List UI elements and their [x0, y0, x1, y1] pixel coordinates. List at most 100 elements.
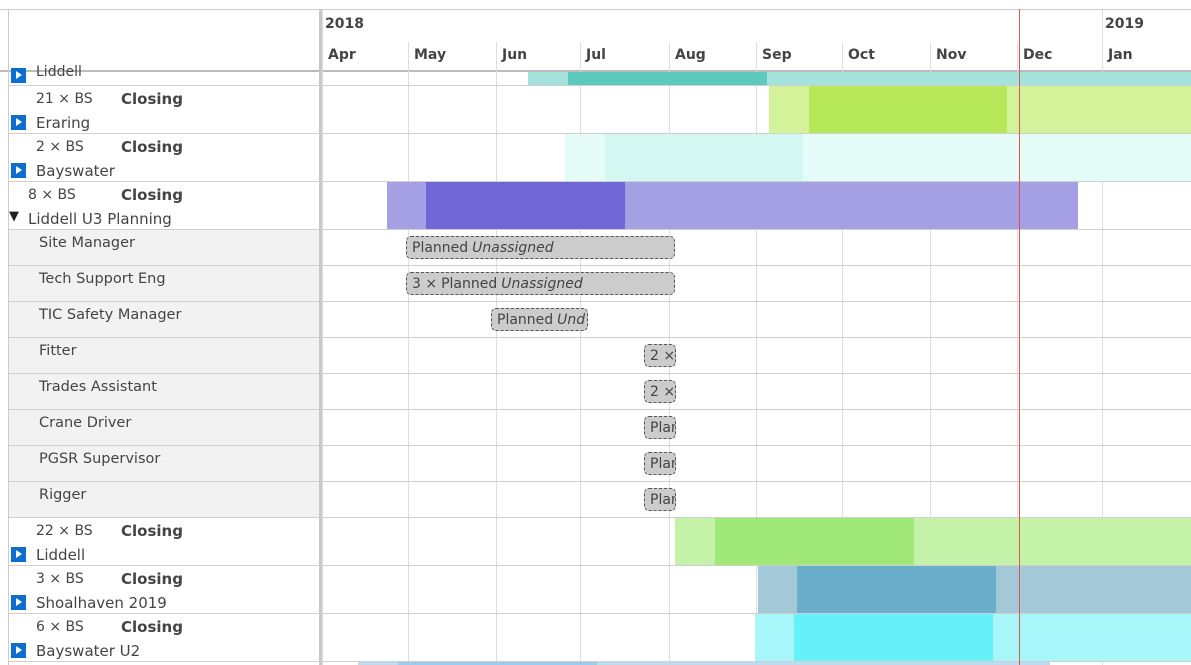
role-bg: [9, 230, 319, 266]
row-line: [9, 337, 1191, 338]
month-line: [1102, 42, 1103, 665]
role-name: Trades Assistant: [39, 379, 157, 395]
group-name: Liddell: [36, 546, 86, 564]
bar-core: [794, 614, 993, 662]
bar-status: Planned: [497, 312, 554, 328]
role-bar[interactable]: 2 ×: [644, 380, 676, 403]
row-line: [9, 265, 1191, 266]
month-label: Nov: [936, 47, 967, 63]
expand-icon[interactable]: [11, 547, 26, 562]
role-bg: [9, 338, 319, 374]
row-line: [9, 133, 1191, 134]
expand-icon[interactable]: [11, 115, 26, 130]
month-line: [322, 42, 323, 665]
header-border: [0, 9, 1191, 10]
row-line: [9, 85, 1191, 86]
bar-tail: [1007, 86, 1191, 134]
bar-tail: [803, 134, 1191, 182]
bar-assignee: Unassigned: [501, 276, 583, 292]
role-bg: [9, 482, 319, 518]
role-bg: [9, 266, 319, 302]
bar-tail: [625, 182, 1078, 230]
header-bottom: [0, 70, 1191, 72]
count: 2 × BS: [36, 139, 84, 155]
count: 6 × BS: [36, 619, 84, 635]
month-line: [842, 42, 843, 665]
expand-icon[interactable]: [11, 595, 26, 610]
bar-status: Plan: [650, 492, 675, 508]
bar-core: [605, 134, 803, 182]
status: Closing: [121, 570, 183, 588]
bar-lead: [528, 72, 568, 86]
role-bg: [9, 410, 319, 446]
role-bg: [9, 302, 319, 338]
role-bar[interactable]: Plan: [644, 452, 676, 475]
year-label: 2019: [1105, 16, 1144, 32]
bar-status: Plan: [650, 456, 675, 472]
row-line: [9, 565, 1191, 566]
year-label: 2018: [325, 16, 364, 32]
month-label: Apr: [328, 47, 356, 63]
month-line: [408, 42, 409, 665]
month-line: [756, 42, 757, 665]
bar-tail: [597, 662, 1050, 665]
bar-core: [809, 86, 1007, 134]
month-line: [580, 42, 581, 665]
role-name: Rigger: [39, 487, 87, 503]
left-edge: [8, 9, 9, 665]
count: 3 × BS: [36, 571, 84, 587]
row-line: [9, 517, 1191, 518]
row-line: [9, 181, 1191, 182]
bar-prefix: 2 ×: [650, 348, 676, 364]
bar-prefix: 3 ×: [412, 276, 438, 292]
role-bg: [9, 374, 319, 410]
group-name: Liddell U3 Planning: [28, 210, 172, 228]
expand-icon[interactable]: [11, 643, 26, 658]
row-line: [9, 445, 1191, 446]
month-label: May: [414, 47, 447, 63]
month-label: Dec: [1023, 47, 1053, 63]
role-bg: [9, 446, 319, 482]
month-label: Sep: [762, 47, 792, 63]
role-bar[interactable]: Plan: [644, 416, 676, 439]
role-bar[interactable]: 2 ×: [644, 344, 676, 367]
month-line: [930, 42, 931, 665]
bar-lead: [755, 614, 794, 662]
bar-prefix: 2 ×: [650, 384, 676, 400]
year-line: [322, 9, 323, 71]
month-label: Jul: [586, 47, 606, 63]
role-name: Fitter: [39, 343, 77, 359]
expand-icon[interactable]: [11, 68, 26, 83]
bar-lead: [769, 86, 809, 134]
role-bar[interactable]: Planned Unassigned: [406, 236, 675, 259]
group-name: Bayswater U2: [36, 642, 141, 660]
role-name: PGSR Supervisor: [39, 451, 161, 467]
row-name: Liddell: [36, 64, 82, 80]
row-line: [9, 301, 1191, 302]
status: Closing: [121, 522, 183, 540]
role-bar[interactable]: Planned Und: [491, 308, 588, 331]
role-bar[interactable]: 3 × Planned Unassigned: [406, 272, 675, 295]
month-line: [1017, 42, 1018, 665]
today-line: [1019, 9, 1020, 665]
expand-icon[interactable]: [11, 163, 26, 178]
row-line: [9, 613, 1191, 614]
group-name: Shoalhaven 2019: [36, 594, 167, 612]
bar-core: [568, 72, 767, 86]
collapse-icon[interactable]: ▼: [9, 209, 19, 224]
bar-tail: [914, 518, 1191, 566]
role-bar[interactable]: Plan: [644, 488, 676, 511]
row-line: [9, 481, 1191, 482]
bar-tail: [767, 72, 1191, 86]
bar-assignee: Und: [557, 312, 586, 328]
bar-status: Planned: [441, 276, 498, 292]
bar-assignee: Unassigned: [472, 240, 554, 256]
bar-tail: [993, 614, 1191, 662]
month-label: Oct: [848, 47, 875, 63]
bar-lead: [565, 134, 605, 182]
bar-core: [797, 566, 996, 614]
count: 21 × BS: [36, 91, 93, 107]
bar-core: [398, 662, 597, 665]
status: Closing: [121, 186, 183, 204]
